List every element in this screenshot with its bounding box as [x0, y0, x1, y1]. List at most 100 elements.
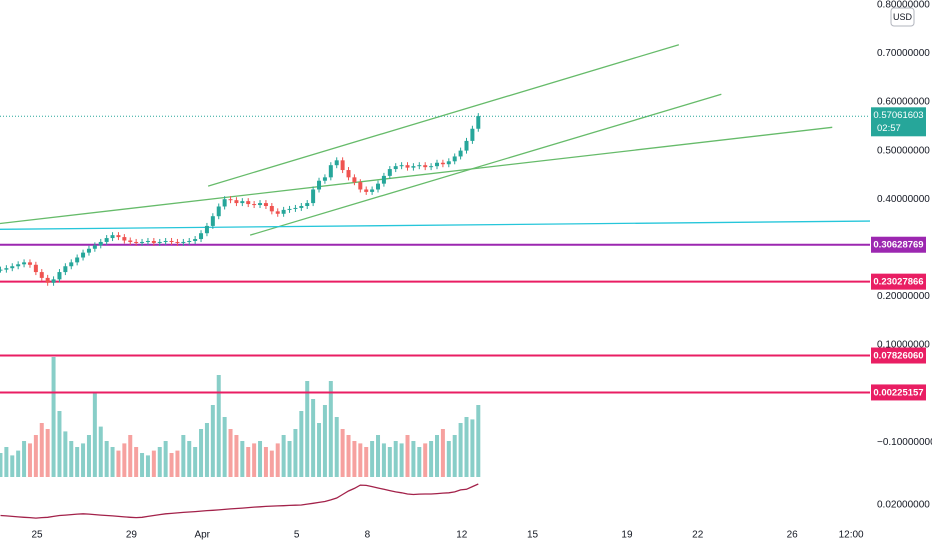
volume-bar — [234, 435, 239, 477]
x-tick-label: 8 — [365, 530, 371, 541]
candle — [63, 266, 68, 273]
level-label: 0.30628769 — [873, 240, 923, 251]
level-label: 0.07826060 — [873, 351, 923, 362]
volume-bar — [417, 447, 422, 477]
volume-bar — [193, 447, 198, 477]
candle — [204, 225, 209, 234]
volume-bar — [81, 443, 86, 477]
trendline — [0, 126, 833, 225]
candle — [16, 264, 21, 267]
volume-bar — [204, 423, 209, 477]
candle — [151, 240, 156, 243]
volume-bar — [27, 443, 32, 477]
candle — [199, 233, 204, 240]
volume-bar — [423, 443, 428, 477]
candle — [175, 241, 180, 243]
candle — [228, 199, 233, 201]
x-tick-label: 12 — [456, 530, 468, 541]
volume-bar — [228, 429, 233, 477]
candle — [470, 128, 475, 141]
candle — [98, 241, 103, 246]
level-label: 0.23027866 — [873, 277, 923, 288]
candle — [381, 175, 386, 184]
volume-bar — [252, 443, 257, 477]
y-tick-label: 0.50000000 — [877, 145, 930, 156]
volume-bar — [376, 435, 381, 477]
volume-bar — [411, 441, 416, 477]
candle — [423, 165, 428, 168]
candle — [57, 272, 62, 280]
candle — [45, 277, 50, 283]
volume-bar — [464, 417, 469, 477]
volume-bar — [134, 447, 139, 477]
candle — [399, 165, 404, 167]
volume-bar — [287, 441, 292, 477]
candle — [246, 201, 251, 205]
x-tick-label: 29 — [126, 530, 138, 541]
x-tick-label: 12:00 — [839, 530, 864, 541]
volume-bar — [446, 441, 451, 477]
candle — [258, 203, 263, 206]
candle — [92, 245, 97, 249]
level-label-box — [871, 236, 926, 253]
candle — [39, 272, 44, 278]
candle — [140, 241, 145, 243]
candle — [446, 161, 451, 165]
volume-bar — [299, 411, 304, 477]
trendline — [0, 220, 871, 230]
volume-bar — [181, 435, 186, 477]
y-tick-label: 0.20000000 — [877, 291, 930, 302]
volume-bar — [92, 393, 97, 477]
x-tick-label: Apr — [194, 530, 210, 541]
candle — [81, 252, 86, 258]
volume-bar — [340, 429, 345, 477]
volume-bar — [51, 357, 56, 477]
volume-bar — [216, 375, 221, 477]
volume-bar — [429, 441, 434, 477]
candle — [275, 211, 280, 214]
candle — [263, 203, 268, 206]
candle — [104, 238, 109, 242]
trendline — [207, 44, 680, 187]
volume-bar — [311, 399, 316, 477]
candle — [86, 248, 91, 253]
volume-bar — [328, 381, 333, 477]
candle — [269, 206, 274, 212]
candle — [187, 240, 192, 242]
candle — [376, 183, 381, 190]
volume-bar — [157, 447, 162, 477]
candle — [128, 240, 133, 242]
volume-bar — [163, 441, 168, 477]
x-tick-label: 19 — [621, 530, 633, 541]
volume-bar — [370, 441, 375, 477]
candle — [22, 262, 27, 265]
countdown: 02:57 — [877, 123, 901, 134]
volume-bar — [305, 381, 310, 477]
level-label-box — [871, 384, 926, 401]
volume-bar — [435, 435, 440, 477]
volume-bar — [317, 423, 322, 477]
volume-bar — [240, 441, 245, 477]
level-label-box — [871, 273, 926, 290]
candle — [358, 182, 363, 190]
candle — [252, 204, 257, 206]
candle — [240, 201, 245, 204]
volume-bar — [246, 447, 251, 477]
volume-bar — [334, 417, 339, 477]
candle — [458, 150, 463, 157]
currency[interactable]: USD — [893, 12, 913, 22]
volume-bar — [169, 453, 174, 477]
volume-bar — [116, 450, 121, 477]
x-tick-label: 15 — [527, 530, 539, 541]
currency-box[interactable] — [890, 7, 915, 27]
volume-bar — [110, 447, 115, 477]
volume-bar — [4, 447, 9, 477]
y-tick-label: 0.10000000 — [877, 340, 930, 351]
volume-bar — [358, 443, 363, 477]
volume-bar — [405, 435, 410, 477]
candle — [75, 257, 80, 263]
volume-bar — [63, 431, 68, 477]
candle — [4, 268, 9, 270]
volume-bar — [293, 429, 298, 477]
volume-bar — [98, 426, 103, 477]
